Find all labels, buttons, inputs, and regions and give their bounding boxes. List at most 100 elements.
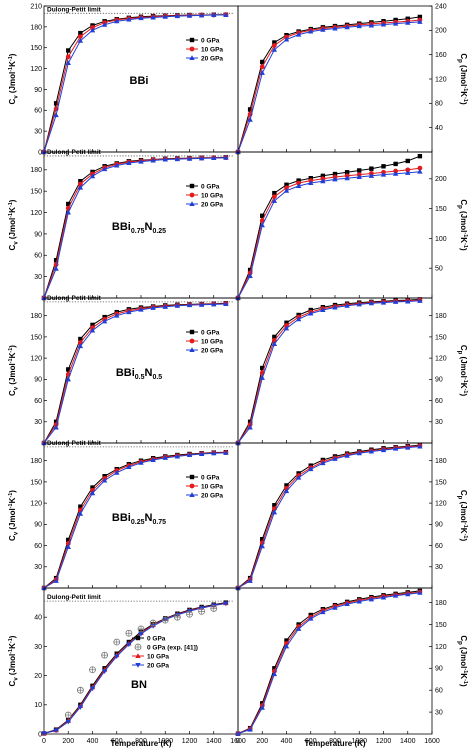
point-exp [173,613,181,621]
panel-BN-Cp: 30 60 90 120 150 180 0 200 400 600 800 1000 1200 1400… [235,587,468,745]
y-tick-label: 30 [435,564,443,571]
point-p20 [405,298,411,304]
y-tick-label: 40 [34,615,42,622]
point-p20 [77,343,84,349]
point-p0 [260,536,265,542]
point-p20 [162,156,168,162]
point-p20 [283,643,290,649]
legend-marker [189,483,195,489]
y-tick-label: 30 [34,274,42,281]
point-p20 [392,445,399,451]
point-p20 [101,21,108,27]
point-p0 [247,107,253,112]
y-tick-label: 60 [435,688,443,695]
point-exp [125,629,133,637]
x-tick-label: 400 [281,738,293,745]
legend-label-p10: 10 GPa [147,653,169,660]
point-p0 [284,320,289,325]
panels: 0 30 60 90 120 150 180 210 Dulong-Petit limit BBi… [8,3,468,745]
legend-marker [135,635,141,641]
legend-label-p10: 10 GPa [201,483,223,490]
dulong-petit-label: Dulong-Petit limit [47,440,102,447]
point-p10 [271,194,277,200]
point-p20 [126,160,132,166]
y-tick-label: 120 [30,356,42,363]
y-tick-label: 90 [34,377,42,384]
legend-marker [189,46,195,52]
panel-BBi0.75N0.25-Cv: 30 60 90 120 150 180 Dulong-Petit limit BBi0.75… [8,149,239,301]
y-tick-label: 180 [30,458,42,465]
legend-label-p20: 20 GPa [201,492,223,499]
legend-label-p10: 10 GPa [201,192,223,199]
panel-frame [43,151,239,299]
point-p20 [332,176,338,182]
point-p0 [405,158,410,164]
point-p10 [259,64,265,70]
point-p20 [223,301,229,307]
series-line-p20 [43,452,226,589]
point-p20 [392,170,399,176]
series-line-p0 [43,602,226,734]
point-p20 [138,306,144,312]
point-p20 [247,578,253,583]
point-p0 [260,213,265,218]
series-line-p0 [237,590,420,735]
point-p0 [284,182,289,187]
point-p20 [126,642,132,648]
x-tick-label: 600 [111,738,123,745]
y-axis-label-cv: Cv (Jmol-1K-1) [8,635,20,686]
legend-label-p0: 0 GPa [147,635,166,642]
dulong-petit-label: Dulong-Petit limit [47,149,102,156]
panel-frame [43,297,239,444]
y-tick-label: 0 [38,731,42,738]
panel-BBi-Cv: 0 30 60 90 120 150 180 210 Dulong-Petit limit BBi… [8,3,239,156]
point-p20 [380,299,387,305]
y-tick-label: 90 [435,377,443,384]
y-tick-label: 150 [435,479,447,486]
point-p20 [332,456,338,461]
point-p20 [126,309,132,315]
point-p20 [77,184,84,190]
point-p0 [357,168,362,173]
legend-marker [189,55,195,60]
point-exp [198,607,206,615]
point-p0 [247,267,253,273]
point-p10 [90,325,95,331]
point-p20 [380,594,387,600]
point-p20 [223,12,229,18]
y-tick-label: 30 [34,564,42,571]
point-exp [101,651,109,659]
y-tick-label: 120 [435,356,447,363]
point-p20 [368,448,375,454]
point-p20 [380,21,387,27]
point-exp [113,638,121,646]
point-p20 [332,25,338,31]
y-tick-label: 120 [30,66,42,73]
series-line-p20 [237,592,420,735]
x-tick-label: 1000 [157,738,173,745]
point-p10 [271,43,277,48]
material-label: BBi [130,75,149,87]
point-p20 [53,112,59,118]
point-exp [76,686,84,694]
y-axis-label-cv: Cv (Jmol-1K-1) [8,199,20,250]
point-p0 [284,638,289,643]
legend-label-p10: 10 GPa [201,338,223,345]
x-tick-label: 400 [87,738,99,745]
point-p20 [223,601,229,607]
point-p20 [211,155,217,161]
point-p20 [138,158,144,164]
legend-marker [189,492,195,497]
point-p10 [77,340,83,345]
y-tick-label: 120 [30,210,42,217]
point-p0 [53,101,59,106]
legend: 0 GPa 10 GPa 20 GPa [186,329,223,354]
series-line-p10 [237,445,420,589]
point-p20 [114,312,120,318]
y-tick-label: 80 [435,101,443,108]
legend-marker [189,201,195,206]
point-p20 [344,452,350,458]
point-p0 [369,166,374,171]
point-p20 [247,726,253,732]
